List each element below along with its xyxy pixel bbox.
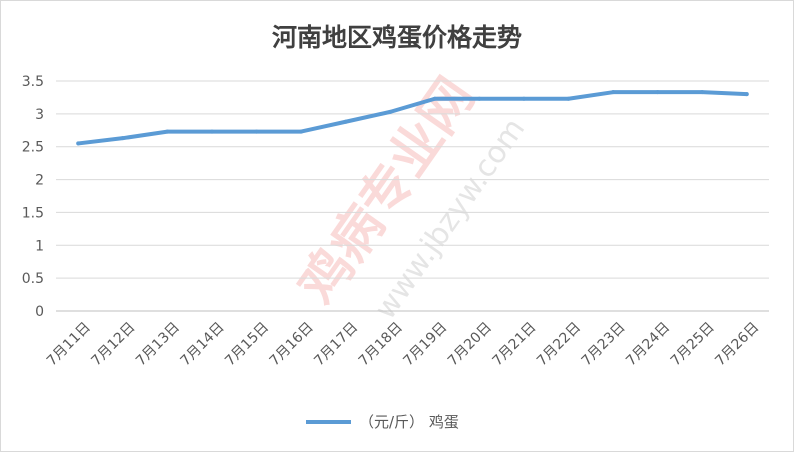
x-tick-label: 7月25日 <box>668 319 718 369</box>
x-tick-label: 7月14日 <box>178 319 228 369</box>
x-tick-label: 7月21日 <box>490 319 540 369</box>
x-tick-label: 7月12日 <box>88 319 138 369</box>
y-tick-label: 3.5 <box>22 74 44 90</box>
y-tick-label: 2.5 <box>22 140 44 156</box>
series-layer <box>76 90 749 146</box>
x-tick-label: 7月23日 <box>579 319 629 369</box>
y-tick-label: 1.5 <box>22 205 44 221</box>
data-point <box>165 129 170 134</box>
y-tick-label: 3 <box>35 107 44 123</box>
y-tick-label: 2 <box>35 173 44 189</box>
data-point <box>388 109 393 114</box>
x-tick-label: 7月26日 <box>712 319 762 369</box>
data-point <box>477 96 482 101</box>
x-tick-label: 7月16日 <box>267 319 317 369</box>
watermark: 鸡病专业网 www.jbzyw.com <box>288 68 532 326</box>
legend-label: （元/斤） 鸡蛋 <box>359 413 459 431</box>
data-point <box>521 96 526 101</box>
x-tick-label: 7月18日 <box>356 319 406 369</box>
data-point <box>120 136 125 141</box>
y-tick-label: 0 <box>35 304 44 320</box>
y-tick-label: 1 <box>35 238 44 254</box>
series-line <box>76 90 749 146</box>
x-tick-label: 7月24日 <box>623 319 673 369</box>
data-point <box>432 96 437 101</box>
x-tick-label: 7月15日 <box>222 319 272 369</box>
data-point <box>254 129 259 134</box>
legend: （元/斤） 鸡蛋 <box>306 413 459 431</box>
x-axis-ticks: 7月11日7月12日7月13日7月14日7月15日7月16日7月17日7月18日… <box>44 319 762 369</box>
data-point <box>655 90 660 95</box>
data-point <box>744 92 749 97</box>
x-tick-label: 7月13日 <box>133 319 183 369</box>
grid-layer <box>56 80 769 312</box>
x-tick-label: 7月19日 <box>400 319 450 369</box>
data-point <box>566 96 571 101</box>
data-point <box>611 90 616 95</box>
data-point <box>76 141 81 146</box>
data-point <box>700 90 705 95</box>
chart-title: 河南地区鸡蛋价格走势 <box>272 23 522 52</box>
data-point <box>343 119 348 124</box>
x-tick-label: 7月17日 <box>311 319 361 369</box>
x-tick-label: 7月11日 <box>44 319 94 369</box>
y-axis-ticks: 0 0.5 1 1.5 2 2.5 3 3.5 <box>22 74 44 320</box>
y-tick-label: 0.5 <box>22 271 44 287</box>
x-tick-label: 7月22日 <box>534 319 584 369</box>
data-point <box>299 129 304 134</box>
data-point <box>209 129 214 134</box>
x-tick-label: 7月20日 <box>445 319 495 369</box>
